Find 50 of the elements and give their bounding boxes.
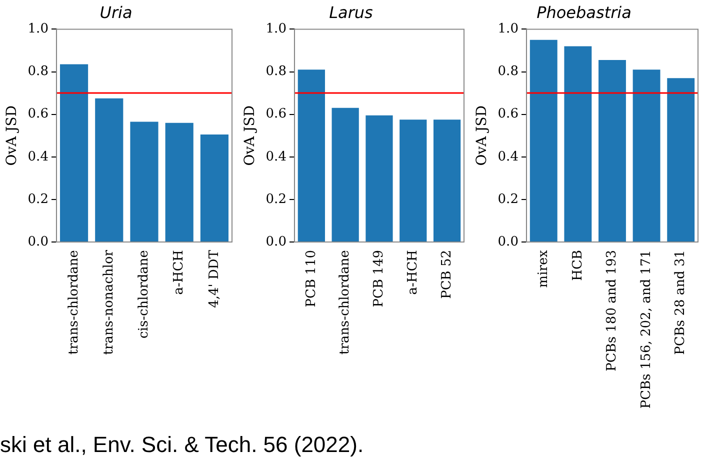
x-tick-label: a-HCH [406, 250, 421, 295]
bar [200, 134, 228, 242]
y-tick-label: 1.0 [28, 22, 48, 37]
bar [298, 70, 325, 242]
x-tick-label: cis-chlordane [136, 250, 152, 338]
y-axis-title: OvA JSD [4, 105, 20, 166]
bar [165, 122, 194, 242]
x-tick-label: a-HCH [172, 250, 187, 295]
bar [400, 120, 427, 242]
x-tick-label: PCB 149 [372, 250, 387, 308]
y-tick-label: 0.2 [266, 192, 286, 207]
chart-title: Larus [329, 2, 373, 22]
x-tick-label: HCB [570, 250, 586, 281]
y-tick-label: 1.0 [266, 22, 286, 37]
bar [332, 108, 359, 242]
x-tick-label: PCB 110 [304, 250, 319, 308]
bar [433, 120, 461, 242]
y-tick-label: 0.2 [498, 192, 518, 207]
y-tick-label: 0.4 [498, 149, 518, 164]
bar [366, 115, 393, 242]
chart-title: Phoebastria [536, 2, 632, 22]
x-tick-label: 4,4' DDT [206, 250, 222, 308]
y-tick-label: 0.4 [266, 149, 286, 164]
x-tick-label: PCBs 156, 202, and 171 [638, 250, 654, 409]
text: ski et al., Env. Sci. & Tech. 56 (2022). [0, 432, 364, 458]
x-tick-label: PCBs 28 and 31 [673, 250, 688, 355]
y-tick-label: 0.6 [498, 106, 518, 122]
y-axis-title: OvA JSD [242, 105, 258, 166]
y-tick-label: 0.8 [498, 64, 518, 80]
y-tick-label: 0.0 [498, 234, 518, 250]
chart-title: Uria [100, 2, 132, 22]
y-tick-label: 0.8 [28, 64, 48, 80]
bar [60, 64, 88, 242]
x-tick-label: mirex [536, 249, 551, 288]
x-tick-label: trans-chlordane [338, 250, 353, 355]
y-tick-label: 0.0 [28, 234, 48, 250]
x-tick-label: PCB 52 [439, 250, 454, 299]
bar [95, 98, 124, 242]
y-axis-title: OvA JSD [474, 105, 490, 166]
x-tick-label: trans-chlordane [66, 250, 82, 355]
bar [130, 122, 158, 242]
y-tick-label: 0.8 [266, 64, 286, 80]
y-tick-label: 0.6 [266, 106, 286, 122]
x-tick-label: trans-nonachlor [102, 249, 117, 355]
y-tick-label: 0.2 [28, 192, 48, 207]
y-tick-label: 0.6 [28, 106, 48, 122]
y-tick-label: 0.4 [28, 149, 48, 164]
x-tick-label: PCBs 180 and 193 [604, 250, 620, 372]
y-tick-label: 0.0 [266, 234, 286, 250]
y-tick-label: 1.0 [498, 22, 518, 37]
